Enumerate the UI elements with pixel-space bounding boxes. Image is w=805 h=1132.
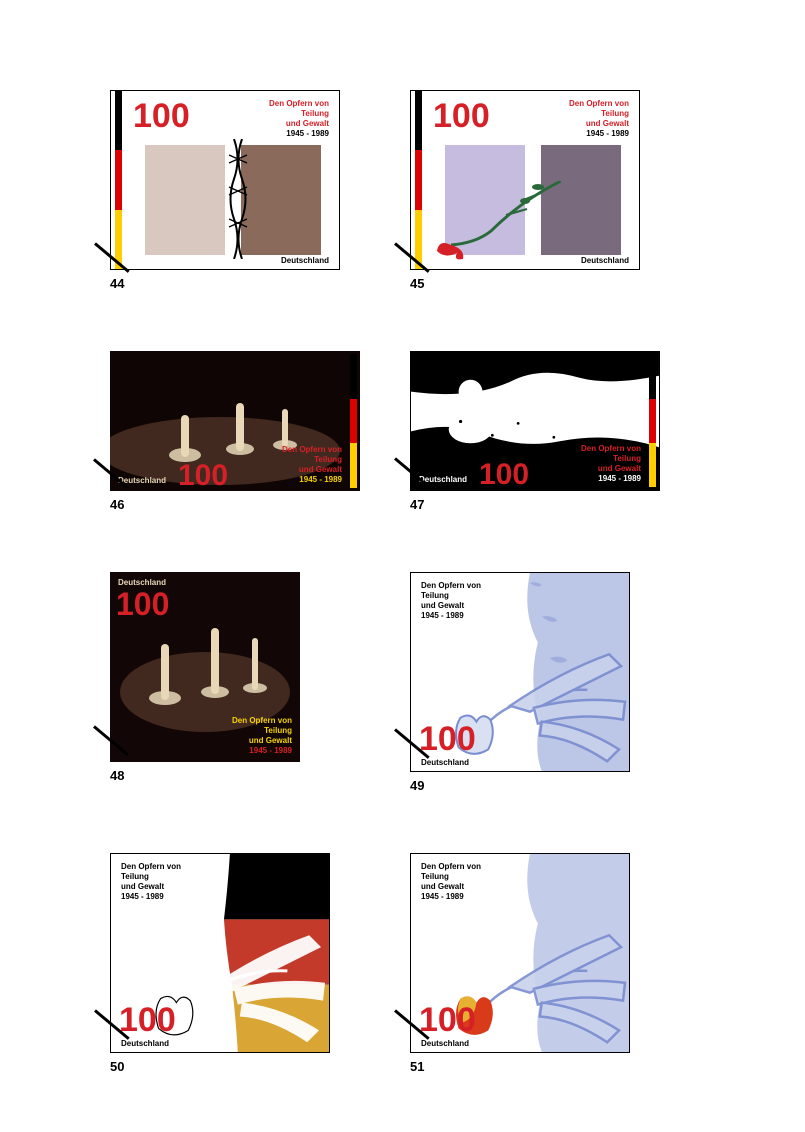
title-line: Den Opfern von: [421, 862, 481, 871]
stamp-cell-48: Deutschland 100 Den Opfern von Teilung u…: [110, 572, 360, 793]
denomination: 100: [116, 586, 169, 623]
years: 1945 - 1989: [598, 474, 641, 483]
stamp-cell-49: Den Opfern von Teilung und Gewalt 1945 -…: [410, 572, 660, 793]
denomination: 100: [178, 459, 228, 493]
stamp-caption: 47: [410, 497, 660, 512]
title-line: und Gewalt: [421, 882, 464, 891]
stamp-47: Deutschland 100 Den Opfern von Teilung u…: [410, 351, 660, 491]
title-line: Teilung: [421, 591, 449, 600]
stamp-caption: 48: [110, 768, 360, 783]
years: 1945 - 1989: [121, 892, 164, 901]
stamp-cell-47: Deutschland 100 Den Opfern von Teilung u…: [410, 351, 660, 512]
title-line: Den Opfern von: [269, 99, 329, 108]
stamp-45: 100 Den Opfern von Teilung und Gewalt 19…: [410, 90, 640, 270]
flag-stripe: [115, 91, 122, 269]
stamp-caption: 45: [410, 276, 660, 291]
stamp-cell-44: 100 Den Opfern von Teilung und Gewalt 19…: [110, 90, 360, 291]
title-line: und Gewalt: [121, 882, 164, 891]
title-line: Teilung: [421, 872, 449, 881]
stamp-caption: 50: [110, 1059, 360, 1074]
years: 1945 - 1989: [249, 746, 292, 755]
title-block: Den Opfern von Teilung und Gewalt 1945 -…: [232, 716, 292, 756]
cancel-strike: [394, 242, 430, 273]
stamp-caption: 49: [410, 778, 660, 793]
stamp-sheet: 100 Den Opfern von Teilung und Gewalt 19…: [0, 0, 805, 1132]
country-label: Deutschland: [121, 1039, 169, 1048]
years: 1945 - 1989: [421, 611, 464, 620]
stamp-cell-46: Deutschland 100 Den Opfern von Teilung u…: [110, 351, 360, 512]
title-line: Teilung: [601, 109, 629, 118]
title-line: und Gewalt: [598, 464, 641, 473]
title-block: Den Opfern von Teilung und Gewalt 1945 -…: [581, 444, 641, 484]
stamp-cell-45: 100 Den Opfern von Teilung und Gewalt 19…: [410, 90, 660, 291]
title-line: Teilung: [613, 454, 641, 463]
stamp-grid: 100 Den Opfern von Teilung und Gewalt 19…: [110, 90, 745, 1074]
years: 1945 - 1989: [421, 892, 464, 901]
stamp-51: Den Opfern von Teilung und Gewalt 1945 -…: [410, 853, 630, 1053]
title-line: und Gewalt: [421, 601, 464, 610]
title-block: Den Opfern von Teilung und Gewalt 1945 -…: [569, 99, 629, 139]
stamp-48: Deutschland 100 Den Opfern von Teilung u…: [110, 572, 300, 762]
title-line: Den Opfern von: [232, 716, 292, 725]
denomination: 100: [119, 1001, 176, 1040]
years: 1945 - 1989: [586, 129, 629, 138]
stamp-49: Den Opfern von Teilung und Gewalt 1945 -…: [410, 572, 630, 772]
title-line: und Gewalt: [249, 736, 292, 745]
stamp-46: Deutschland 100 Den Opfern von Teilung u…: [110, 351, 360, 491]
title-block: Den Opfern von Teilung und Gewalt 1945 -…: [421, 581, 481, 621]
title-line: Teilung: [264, 726, 292, 735]
years: 1945 - 1989: [286, 129, 329, 138]
cancel-strike: [94, 242, 130, 273]
title-block: Den Opfern von Teilung und Gewalt 1945 -…: [121, 862, 181, 902]
stamp-caption: 51: [410, 1059, 660, 1074]
title-line: Den Opfern von: [569, 99, 629, 108]
country-label: Deutschland: [421, 758, 469, 767]
years: 1945 - 1989: [299, 475, 342, 484]
title-line: Den Opfern von: [581, 444, 641, 453]
title-block: Den Opfern von Teilung und Gewalt 1945 -…: [282, 445, 342, 485]
title-line: und Gewalt: [586, 119, 629, 128]
country-label: Deutschland: [281, 256, 329, 265]
title-block: Den Opfern von Teilung und Gewalt 1945 -…: [421, 862, 481, 902]
title-line: Teilung: [301, 109, 329, 118]
title-line: Teilung: [121, 872, 149, 881]
stamp-44: 100 Den Opfern von Teilung und Gewalt 19…: [110, 90, 340, 270]
denomination: 100: [133, 97, 190, 136]
title-line: Den Opfern von: [121, 862, 181, 871]
stamp-caption: 46: [110, 497, 360, 512]
panel-right: [241, 145, 321, 255]
denomination: 100: [479, 458, 529, 492]
stamp-caption: 44: [110, 276, 360, 291]
country-label: Deutschland: [581, 256, 629, 265]
flower-icon: [431, 181, 561, 261]
flag-stripe: [415, 91, 422, 269]
stamp-cell-50: Den Opfern von Teilung und Gewalt 1945 -…: [110, 853, 360, 1074]
barbed-wire-icon: [227, 139, 249, 259]
title-block: Den Opfern von Teilung und Gewalt 1945 -…: [269, 99, 329, 139]
country-label: Deutschland: [421, 1039, 469, 1048]
title-line: Teilung: [314, 455, 342, 464]
flag-stripe: [350, 354, 357, 488]
stamp-cell-51: Den Opfern von Teilung und Gewalt 1945 -…: [410, 853, 660, 1074]
denomination: 100: [433, 97, 490, 136]
title-line: Den Opfern von: [421, 581, 481, 590]
title-line: und Gewalt: [299, 465, 342, 474]
stamp-50: Den Opfern von Teilung und Gewalt 1945 -…: [110, 853, 330, 1053]
title-line: Den Opfern von: [282, 445, 342, 454]
title-line: und Gewalt: [286, 119, 329, 128]
flag-stripe: [649, 355, 656, 487]
denomination: 100: [419, 1001, 476, 1040]
panel-left: [145, 145, 225, 255]
denomination: 100: [419, 720, 476, 759]
